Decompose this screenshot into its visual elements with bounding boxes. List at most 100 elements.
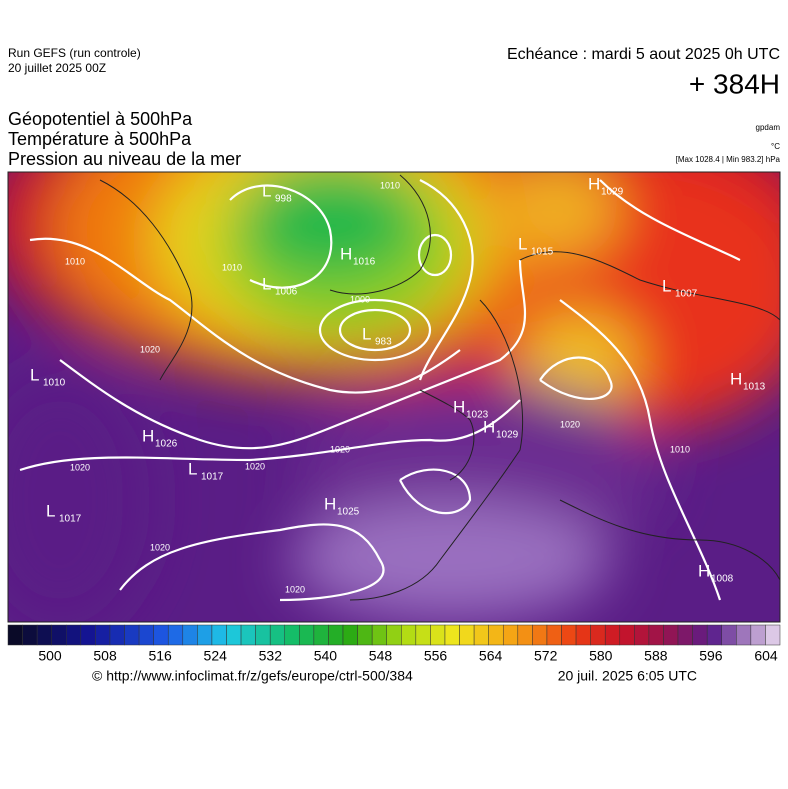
color-swatch (182, 624, 198, 646)
color-swatch (415, 624, 431, 646)
color-swatch (634, 624, 650, 646)
colorbar-label: 588 (644, 648, 668, 664)
colorbar-label: 516 (148, 648, 172, 664)
colorbar-label: 596 (699, 648, 723, 664)
colorbar-label: 508 (93, 648, 117, 664)
colorbar-label: 556 (424, 648, 448, 664)
map (8, 172, 780, 622)
color-swatch (444, 624, 460, 646)
center-pressure: 998 (275, 194, 292, 205)
colorbar-label: 540 (314, 648, 338, 664)
color-swatch (7, 624, 23, 646)
color-swatch (153, 624, 169, 646)
color-swatch (692, 624, 708, 646)
center-type: H (730, 369, 742, 388)
color-swatch (197, 624, 213, 646)
unit: °C (771, 142, 780, 151)
center-type: H (453, 397, 465, 416)
colorbar-label: 548 (369, 648, 393, 664)
isobar-label: 1010 (222, 262, 242, 272)
generated: 20 juil. 2025 6:05 UTC (558, 668, 697, 684)
color-swatch (750, 624, 766, 646)
color-swatch (473, 624, 489, 646)
source: © http://www.infoclimat.fr/z/gefs/europe… (92, 668, 413, 684)
color-swatch (517, 624, 533, 646)
center-type: H (340, 244, 352, 263)
color-swatch (284, 624, 300, 646)
isobar-label: 1010 (380, 180, 400, 190)
color-swatch (721, 624, 737, 646)
center-type: L (30, 365, 39, 384)
color-swatch (765, 624, 781, 646)
center-pressure: 1015 (531, 247, 554, 258)
center-pressure: 1016 (353, 257, 376, 268)
center-pressure: 1025 (337, 507, 360, 518)
field: Géopotentiel à 500hPa (8, 109, 193, 129)
color-swatch (328, 624, 344, 646)
isobar-label: 1020 (150, 542, 170, 552)
center-type: L (362, 324, 371, 343)
center-pressure: 1008 (711, 574, 734, 585)
unit: gpdam (756, 123, 781, 132)
color-swatch (619, 624, 635, 646)
center-type: H (483, 417, 495, 436)
center-pressure: 983 (375, 337, 392, 348)
center-pressure: 1017 (201, 472, 224, 483)
isobar-label: 1010 (670, 444, 690, 454)
center-type: L (662, 276, 671, 295)
color-swatch (502, 624, 519, 646)
color-swatch (488, 624, 504, 646)
isobar-label: 1020 (70, 462, 90, 472)
isobar-label: 1020 (330, 444, 350, 454)
center-type: H (588, 174, 600, 193)
center-pressure: 1007 (675, 289, 698, 300)
color-swatch (211, 624, 227, 646)
isobar-label: 1020 (285, 584, 305, 594)
run: Run GEFS (run controle) (8, 46, 141, 60)
color-swatch (240, 624, 256, 646)
color-swatch (357, 624, 373, 646)
center-type: H (324, 494, 336, 513)
color-swatch (80, 624, 96, 646)
colorbar-label: 580 (589, 648, 613, 664)
color-swatch (677, 624, 693, 646)
center-pressure: 1026 (155, 439, 178, 450)
colorbar-label: 524 (204, 648, 228, 664)
field: Pression au niveau de la mer (8, 149, 241, 169)
echeance: Echéance : mardi 5 aout 2025 0h UTC (507, 46, 780, 63)
color-swatch (575, 624, 591, 646)
colorbar-label: 572 (534, 648, 558, 664)
colorbar-label: 500 (38, 648, 62, 664)
colorbar-label: 604 (754, 648, 778, 664)
color-swatch (663, 624, 679, 646)
color-swatch (95, 624, 111, 646)
color-swatch (313, 624, 329, 646)
isobar-label: 1020 (140, 344, 160, 354)
min-max: [Max 1028.4 | Min 983.2] hPa (676, 155, 781, 164)
color-swatch (226, 624, 242, 646)
color-swatch (590, 624, 606, 646)
color-swatch (371, 624, 387, 646)
center-type: L (518, 234, 527, 253)
color-swatch (51, 624, 67, 646)
color-swatch (604, 624, 621, 646)
color-swatch (124, 624, 140, 646)
color-swatch (299, 624, 315, 646)
isobar-label: 1000 (350, 294, 370, 304)
run-date: 20 juillet 2025 00Z (8, 61, 106, 75)
isobar-label: 1020 (245, 461, 265, 471)
center-pressure: 1010 (43, 378, 66, 389)
color-swatch (430, 624, 446, 646)
center-pressure: 1013 (743, 382, 766, 393)
map-frame (7, 171, 781, 623)
color-swatch (386, 624, 402, 646)
center-type: L (262, 181, 271, 200)
color-swatch (648, 624, 664, 646)
center-type: L (188, 459, 197, 478)
color-swatch (109, 624, 125, 646)
center-type: H (142, 426, 154, 445)
color-swatch (401, 624, 417, 646)
color-swatch (269, 624, 286, 646)
